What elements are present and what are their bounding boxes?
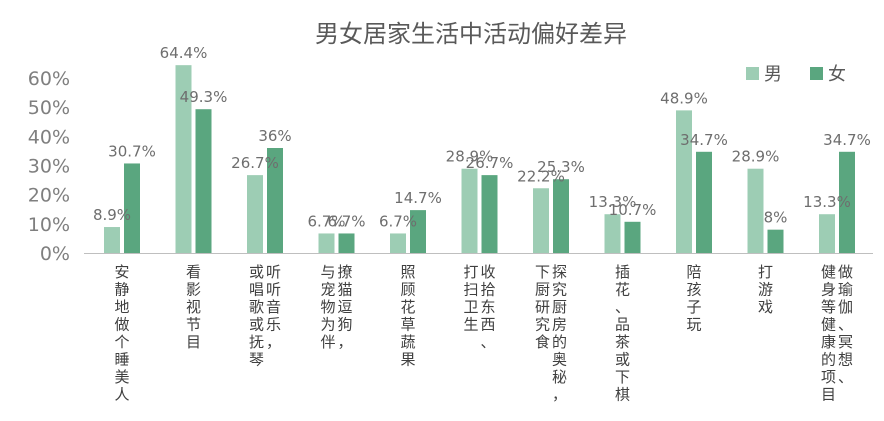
- bar-male: [175, 65, 192, 254]
- bar-male: [247, 175, 263, 253]
- category-label: 与宠物为伴: [320, 263, 335, 351]
- data-label: 28.9%: [446, 148, 494, 166]
- data-label: 8.9%: [93, 206, 131, 224]
- y-tick-label: 0%: [40, 243, 70, 265]
- category-label: 探究厨房的奥秘，: [552, 263, 567, 404]
- bars: [104, 65, 855, 254]
- data-label: 22.2%: [517, 167, 565, 185]
- y-tick-label: 20%: [28, 185, 70, 207]
- bar-female: [195, 109, 212, 253]
- legend-label-male: 男: [764, 64, 782, 85]
- bar-male: [533, 188, 549, 253]
- category-label: 撩猫逗狗，: [337, 263, 352, 351]
- bar-male: [819, 214, 835, 253]
- bar-male: [604, 214, 621, 253]
- category-label: 下厨研究食: [535, 263, 550, 351]
- legend-swatch-female: [810, 67, 823, 80]
- category-label: 陪孩子玩: [686, 263, 701, 334]
- data-label: 6.7%: [327, 212, 365, 230]
- y-tick-label: 50%: [28, 97, 70, 119]
- bar-female: [767, 229, 784, 253]
- category-label: 听听音乐，: [266, 263, 281, 351]
- category-label: 打扫卫生: [463, 263, 478, 334]
- data-label: 30.7%: [108, 142, 156, 160]
- category-label: 插花、品茶或下棋: [615, 263, 630, 404]
- data-label: 28.9%: [732, 148, 780, 166]
- data-label: 13.3%: [803, 193, 851, 211]
- data-label: 64.4%: [160, 44, 208, 62]
- bar-female: [338, 233, 355, 253]
- bar-female: [481, 175, 498, 253]
- legend-swatch-male: [746, 67, 759, 80]
- category-label: 做瑜伽、冥想、: [838, 263, 853, 386]
- bar-male: [390, 233, 406, 253]
- bar-male: [318, 233, 335, 253]
- bar-male: [747, 168, 764, 253]
- legend-label-female: 女: [828, 64, 846, 85]
- y-tick-label: 40%: [28, 126, 70, 148]
- bar-male: [676, 110, 692, 253]
- bar-female: [624, 221, 641, 253]
- category-label: 照顾花草蔬果: [400, 263, 415, 369]
- bar-female: [124, 163, 140, 253]
- data-label: 14.7%: [394, 189, 442, 207]
- bar-male: [461, 168, 478, 253]
- y-tick-label: 30%: [28, 156, 70, 178]
- data-label: 6.7%: [307, 212, 345, 230]
- data-label: 26.7%: [231, 154, 279, 172]
- data-labels: 8.9%64.4%26.7%6.7% 6.7%28.9%22.2%13.3%48.…: [93, 44, 871, 230]
- category-label: 安静地做个睡美人: [114, 263, 129, 404]
- data-label: 34.7%: [823, 131, 871, 149]
- data-label: 13.3%: [589, 193, 637, 211]
- data-label: 10.7%: [609, 201, 657, 219]
- category-label: 打游戏: [758, 263, 773, 316]
- data-label: 26.7%: [466, 154, 514, 172]
- y-tick-label: 60%: [28, 68, 70, 90]
- data-label: 36%: [258, 127, 291, 145]
- category-label: 或唱歌或抚琴: [249, 263, 264, 369]
- x-axis: 安静地做个睡美人 看影视节目 听听音乐，或唱歌或抚琴 撩猫逗狗，与宠物为伴 照顾花草蔬果…: [114, 263, 853, 404]
- data-label: 48.9%: [660, 89, 708, 107]
- y-tick-label: 10%: [28, 214, 70, 236]
- bar-female: [410, 210, 426, 253]
- bar-female: [553, 179, 569, 253]
- data-label: 49.3%: [180, 88, 228, 106]
- category-label: 看影视节目: [186, 263, 201, 351]
- category-label: 收拾东西、: [480, 263, 495, 351]
- data-label: 8%: [764, 209, 788, 227]
- bar-female: [267, 148, 283, 253]
- category-label: 健身等健康的项目: [821, 263, 836, 404]
- bar-female: [696, 151, 712, 253]
- legend: 男女: [746, 64, 846, 85]
- chart-title: 男女居家生活中活动偏好差异: [315, 20, 627, 48]
- data-label: 25.3%: [537, 158, 585, 176]
- data-label: 6.7%: [379, 212, 417, 230]
- bar-female: [839, 151, 855, 253]
- data-label: 34.7%: [680, 131, 728, 149]
- bar-male: [104, 227, 120, 253]
- y-axis: 60% 50% 40% 30% 20% 10% 0%: [28, 68, 70, 265]
